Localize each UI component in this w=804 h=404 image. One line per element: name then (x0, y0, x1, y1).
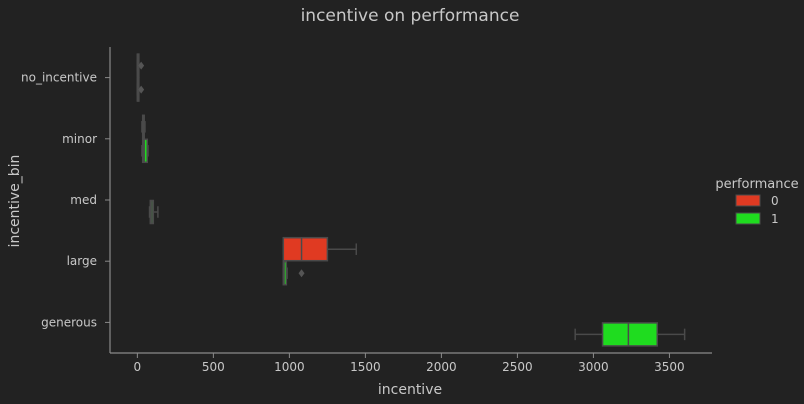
box-0-no_incentive (136, 53, 145, 78)
box-1-generous (574, 322, 686, 347)
legend-label-0: 0 (771, 194, 779, 208)
chart-title: incentive on performance (301, 6, 520, 26)
x-tick-label: 3000 (578, 360, 609, 374)
y-tick-label: minor (62, 132, 97, 146)
legend-swatch-0 (735, 194, 761, 207)
box-iqr (141, 138, 148, 164)
box-1-no_incentive (136, 77, 145, 102)
x-tick-label: 2500 (502, 360, 533, 374)
y-tick-label: generous (41, 315, 97, 329)
legend: performance 0 1 (715, 177, 798, 226)
x-tick-label: 2000 (426, 360, 457, 374)
x-axis-label: incentive (378, 382, 442, 398)
box-iqr (601, 322, 659, 347)
x-tick-label: 0 (134, 360, 142, 374)
y-tick-label: no_incentive (21, 71, 97, 85)
plot-area (136, 53, 686, 347)
x-tick-label: 3500 (654, 360, 685, 374)
box-0-large (282, 236, 358, 262)
x-tick-label: 500 (202, 360, 225, 374)
outlier-point (298, 269, 305, 278)
legend-label-1: 1 (771, 212, 779, 226)
y-axis-label: incentive_bin (7, 155, 23, 248)
x-tick-label: 1000 (274, 360, 305, 374)
y-tick-label: large (67, 254, 97, 268)
legend-title: performance (715, 177, 798, 192)
box-iqr (282, 236, 329, 262)
x-tick-label: 1500 (350, 360, 381, 374)
y-tick-label: med (70, 193, 97, 207)
box-1-med (148, 199, 159, 225)
box-iqr (282, 260, 288, 286)
x-axis-ticks: 0 500 1000 1500 2000 2500 3000 3500 (134, 353, 685, 374)
box-0-minor (141, 114, 146, 140)
legend-swatch-1 (735, 212, 761, 225)
box-1-large (282, 260, 305, 286)
box-1-minor (141, 138, 149, 164)
outlier-point (138, 61, 145, 70)
outlier-point (138, 85, 145, 94)
